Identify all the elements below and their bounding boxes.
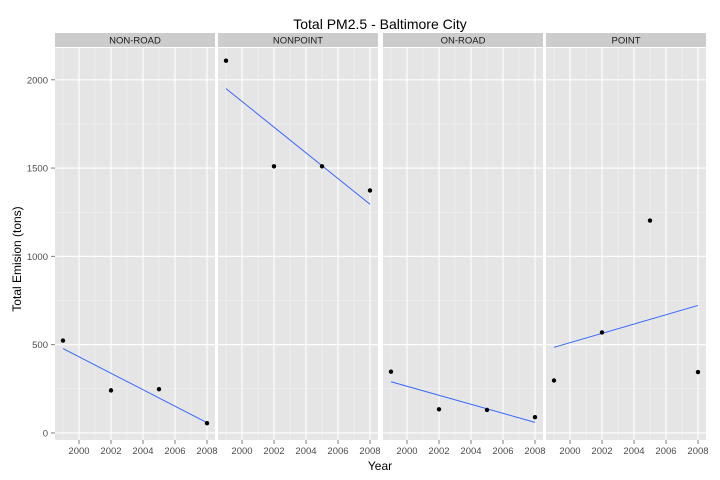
x-tick-label: 2006 (492, 446, 513, 457)
x-tick-label: 2006 (327, 446, 348, 457)
data-point (60, 338, 66, 343)
x-tick-label: 2004 (132, 446, 153, 457)
x-axis-label: Year (368, 459, 392, 473)
trend-line (553, 304, 699, 348)
panel-background (383, 48, 543, 440)
facet-strip-label: ON-ROAD (441, 36, 486, 47)
x-tick-label: 2002 (100, 446, 121, 457)
x-tick-label: 2006 (164, 446, 185, 457)
y-axis-ticks: 0 500 1000 1500 2000 (27, 75, 55, 439)
x-tick-label: 2002 (591, 446, 612, 457)
x-tick-label: 2008 (524, 446, 545, 457)
x-tick-label: 2006 (655, 446, 676, 457)
x-tick-label: 2000 (68, 446, 89, 457)
trend-line (390, 381, 536, 423)
facet-strip (546, 33, 706, 47)
data-point (108, 388, 114, 393)
facet-panel-on-road: ON-ROAD 2000 2002 2004 2006 2008 (383, 33, 546, 457)
x-tick-label: 2008 (687, 446, 708, 457)
panel-background (218, 48, 378, 440)
x-tick-label: 2000 (231, 446, 252, 457)
y-tick-label: 500 (32, 340, 48, 351)
y-tick-label: 1500 (27, 164, 48, 175)
data-point (204, 421, 210, 426)
facet-panel-nonpoint: NONPOINT 2000 2002 2004 2006 2008 (218, 33, 381, 457)
panel-background (55, 48, 215, 440)
chart-title: Total PM2.5 - Baltimore City (293, 16, 467, 32)
data-point (388, 369, 394, 374)
facet-strip-label: NON-ROAD (109, 36, 161, 47)
facet-panel-non-road: NON-ROAD 2000 2002 2004 2006 2008 (55, 33, 218, 457)
trend-line (225, 88, 371, 205)
data-point (436, 407, 442, 412)
facet-strip (55, 33, 215, 47)
data-point (599, 330, 605, 335)
facet-strip-label: NONPOINT (273, 36, 323, 47)
x-tick-label: 2004 (460, 446, 481, 457)
data-point (156, 386, 162, 392)
data-point (695, 369, 701, 375)
y-tick-label: 0 (43, 428, 48, 439)
x-tick-label: 2000 (396, 446, 417, 457)
facet-panels: NON-ROAD 2000 2002 2004 2006 2008 NONPOINT 2000… (55, 33, 709, 457)
x-tick-label: 2004 (295, 446, 316, 457)
data-point (532, 415, 538, 420)
x-tick-label: 2004 (623, 446, 644, 457)
y-axis-label: Total Emision (tons) (10, 206, 24, 311)
trend-line (62, 348, 208, 424)
y-tick-label: 1000 (27, 252, 48, 263)
facet-strip (218, 33, 378, 47)
data-point (319, 164, 325, 169)
x-tick-label: 2002 (428, 446, 449, 457)
facet-strip (383, 33, 543, 47)
data-point (271, 164, 277, 169)
data-point (484, 407, 490, 413)
x-tick-label: 2000 (559, 446, 580, 457)
x-tick-label: 2002 (263, 446, 284, 457)
facet-panel-point: POINT 2000 2002 2004 2006 2008 (546, 33, 709, 457)
facet-strip-label: POINT (611, 36, 640, 47)
data-point (367, 188, 373, 193)
panel-background (546, 48, 706, 440)
x-tick-label: 2008 (196, 446, 217, 457)
y-tick-label: 2000 (27, 75, 48, 86)
data-point (551, 378, 557, 383)
x-tick-label: 2008 (359, 446, 380, 457)
data-point (223, 58, 229, 63)
data-point (647, 218, 653, 223)
